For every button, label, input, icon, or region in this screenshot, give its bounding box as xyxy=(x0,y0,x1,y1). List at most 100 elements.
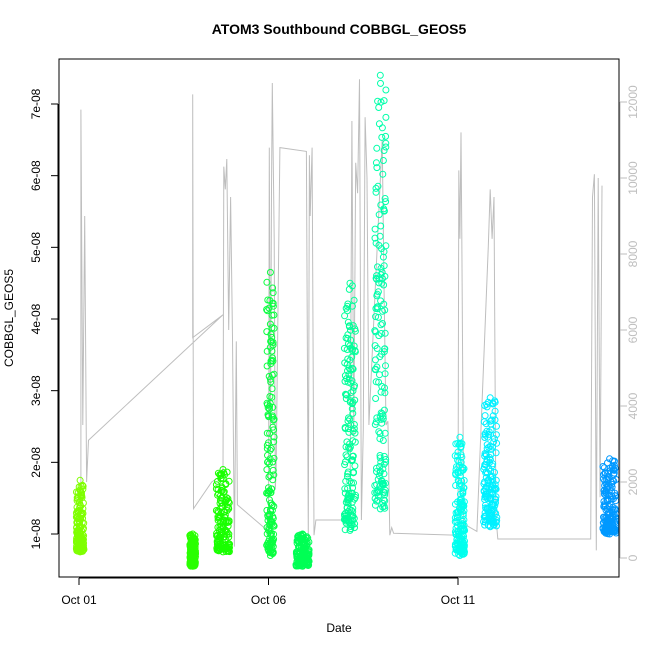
scatter-point xyxy=(380,207,388,215)
scatter-point xyxy=(379,412,387,420)
scatter-point xyxy=(460,516,468,524)
scatter-point xyxy=(376,353,384,361)
scatter-point xyxy=(77,530,84,538)
scatter-point xyxy=(493,422,500,430)
scatter-point xyxy=(611,492,619,500)
scatter-point xyxy=(484,433,492,441)
scatter-cluster-9 xyxy=(599,455,620,538)
scatter-point xyxy=(349,452,357,460)
scatter-point xyxy=(264,458,272,466)
scatter-point xyxy=(343,361,351,368)
scatter-point xyxy=(220,516,228,524)
scatter-point xyxy=(344,417,352,425)
scatter-point xyxy=(225,533,233,541)
scatter-point xyxy=(483,403,491,411)
scatter-point xyxy=(379,320,386,327)
x-axis-label: Date xyxy=(326,621,352,635)
scatter-point xyxy=(269,423,277,431)
scatter-point xyxy=(372,239,380,247)
scatter-point xyxy=(217,522,225,530)
scatter-point xyxy=(344,335,352,342)
scatter-point xyxy=(382,143,390,151)
scatter-point xyxy=(348,405,356,413)
y-tick-label: 1e-08 xyxy=(29,518,43,549)
scatter-point xyxy=(301,540,308,548)
y-tick-label: 5e-08 xyxy=(29,232,43,263)
scatter-point xyxy=(487,518,495,526)
scatter-point xyxy=(78,510,86,517)
scatter-point xyxy=(603,483,611,491)
scatter-point xyxy=(293,537,301,545)
scatter-point xyxy=(345,323,353,331)
scatter-point xyxy=(493,439,501,447)
scatter-point xyxy=(492,518,500,526)
scatter-point xyxy=(481,478,488,486)
scatter-point xyxy=(189,555,197,563)
scatter-point xyxy=(372,418,380,426)
scatter-point xyxy=(382,132,390,140)
y-tick-label: 3e-08 xyxy=(29,375,43,406)
scatter-point xyxy=(213,531,221,539)
chart-title: ATOM3 Southbound COBBGL_GEOS5 xyxy=(212,21,467,37)
scatter-point xyxy=(491,468,498,476)
scatter-point xyxy=(349,387,357,395)
scatter-point xyxy=(452,530,460,538)
scatter-point xyxy=(456,552,464,559)
scatter-point xyxy=(486,394,494,402)
scatter-point xyxy=(458,505,466,513)
scatter-point xyxy=(482,420,490,428)
scatter-point xyxy=(266,472,274,480)
scatter-point xyxy=(373,464,380,472)
scatter-point xyxy=(217,509,225,517)
scatter-point xyxy=(344,499,352,507)
scatter-point xyxy=(266,343,274,351)
scatter-point xyxy=(372,184,380,192)
scatter-point xyxy=(344,378,352,386)
scatter-point xyxy=(451,500,459,508)
scatter-point xyxy=(373,292,381,300)
scatter-point xyxy=(452,482,460,489)
scatter-point xyxy=(376,505,384,513)
y-tick-label: 7e-08 xyxy=(29,88,43,119)
scatter-point xyxy=(270,454,278,462)
scatter-point xyxy=(459,517,466,525)
scatter-point xyxy=(376,469,384,476)
scatter-point xyxy=(491,416,499,424)
scatter-point xyxy=(377,458,385,466)
scatter-point xyxy=(381,497,389,505)
scatter-point xyxy=(213,532,221,540)
y-axis-label: COBBGL_GEOS5 xyxy=(2,269,16,367)
scatter-point xyxy=(350,425,358,433)
scatter-point xyxy=(349,456,356,464)
scatter-point xyxy=(76,476,84,484)
scatter-point xyxy=(603,472,611,480)
scatter-point xyxy=(269,514,277,522)
scatter-point xyxy=(379,157,387,164)
scatter-point xyxy=(381,345,388,353)
scatter-point xyxy=(375,211,383,219)
scatter-point xyxy=(344,473,351,481)
scatter-point xyxy=(379,275,386,282)
scatter-point xyxy=(373,468,380,476)
scatter-point xyxy=(270,502,278,510)
scatter-point xyxy=(453,463,460,471)
scatter-point xyxy=(373,164,381,172)
scatter-point xyxy=(375,428,383,436)
scatter-point xyxy=(373,144,381,152)
scatter-point xyxy=(374,488,382,496)
scatter-point xyxy=(346,397,354,405)
scatter-point xyxy=(610,466,618,474)
scatter-point xyxy=(221,498,229,506)
scatter-point xyxy=(379,415,387,423)
scatter-point xyxy=(266,552,274,559)
scatter-point xyxy=(374,475,382,483)
scatter-point xyxy=(374,263,381,271)
scatter-point xyxy=(374,97,382,105)
scatter-point xyxy=(380,470,388,478)
scatter-point xyxy=(486,523,494,531)
y2-tick-label: 2000 xyxy=(626,468,640,495)
scatter-point xyxy=(374,313,382,321)
scatter-point xyxy=(219,518,227,526)
